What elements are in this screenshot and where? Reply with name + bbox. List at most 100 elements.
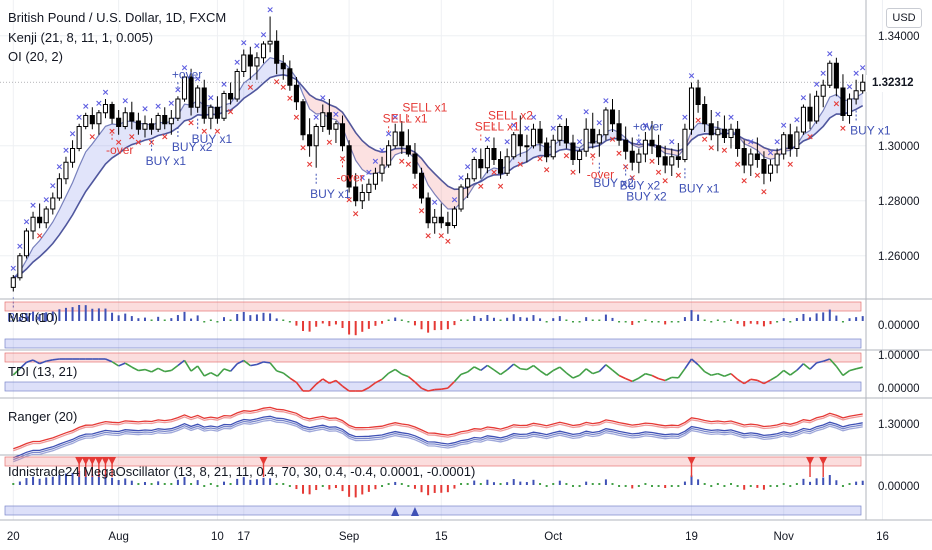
candle-body [392, 131, 398, 147]
trend-marker: × [576, 138, 584, 148]
candle: × [247, 46, 254, 93]
candle-body [688, 87, 695, 130]
tdi-line [822, 358, 831, 363]
tdi-line [394, 368, 403, 375]
tdi-line [546, 369, 554, 376]
candle: × [477, 148, 485, 192]
msi-bar [578, 321, 581, 323]
mega-bar [776, 485, 779, 487]
tdi-line [520, 367, 527, 371]
signal-label: SELL x1 [475, 120, 520, 134]
indicator-label: OI (20, 2) [8, 49, 63, 64]
trend-marker: × [121, 96, 129, 106]
candle-body [260, 43, 267, 59]
msi-bar [413, 321, 416, 326]
candle-body [445, 222, 451, 226]
mega-bar [407, 485, 410, 487]
mega-bar [84, 471, 87, 485]
trend-marker: × [747, 138, 755, 148]
trend-marker: × [286, 94, 294, 104]
mega-sell-arrow [81, 457, 90, 465]
time-tick-label: 15 [435, 531, 448, 543]
msi-bar [321, 321, 324, 324]
candle: × [760, 151, 768, 197]
mega-bar [506, 482, 509, 485]
tdi-line [711, 372, 719, 377]
trend-marker: × [319, 94, 327, 104]
msi-bar [440, 321, 443, 330]
msi-bar [762, 321, 765, 327]
candle-body [820, 84, 826, 97]
candle: × [56, 162, 63, 201]
msi-bar [815, 313, 818, 321]
msi-bar [157, 316, 160, 321]
msi-bar [598, 319, 601, 321]
trend-marker: × [444, 237, 452, 247]
candle: × [424, 192, 432, 241]
candle-body [517, 134, 523, 147]
currency-button[interactable]: USD [886, 8, 922, 28]
candle-body [498, 159, 504, 174]
candle-body [451, 208, 458, 226]
candle-body [129, 112, 135, 122]
trend-marker: × [411, 182, 419, 192]
trend-marker: × [227, 108, 235, 118]
time-tick-label: Aug [108, 531, 128, 543]
candle-body [300, 101, 306, 136]
tdi-line [315, 378, 324, 385]
tdi-line [480, 364, 488, 371]
trend-marker: × [721, 146, 729, 156]
tdi-line [513, 363, 521, 370]
mega-bar [190, 483, 193, 485]
tdi-line [263, 361, 271, 364]
mega-bar [394, 481, 397, 485]
msi-bar [262, 312, 265, 321]
mega-bar [723, 485, 726, 487]
mega-bar [677, 485, 680, 487]
candle-body [89, 115, 95, 125]
candle: × [332, 110, 340, 143]
candle: × [299, 99, 307, 153]
trend-marker: × [846, 83, 854, 93]
signal-label: BUY x2 [626, 190, 667, 204]
tdi-line [631, 377, 640, 383]
mega-bar [532, 479, 535, 485]
tdi-line [329, 379, 337, 384]
trend-marker: × [727, 113, 735, 123]
candle: × [161, 107, 169, 142]
tdi-line [144, 368, 152, 373]
candle: × [470, 146, 478, 182]
candle-body [702, 104, 708, 125]
mega-bar [710, 485, 713, 487]
price-tick-label: 1.30000 [878, 141, 920, 153]
tdi-line [368, 382, 376, 389]
candle: × [780, 121, 787, 160]
mega-bar [242, 477, 245, 485]
candle-body [544, 142, 550, 158]
candle-body [833, 62, 839, 89]
candle-body [181, 76, 188, 100]
mega-bar [828, 475, 831, 485]
mega-pane: Idnistrade24 MegaOscillator (13, 8, 21, … [4, 456, 920, 516]
candle-body [122, 112, 128, 127]
mega-bar [176, 479, 179, 485]
trend-marker: × [405, 160, 413, 170]
trend-marker: × [306, 160, 314, 170]
trend-marker: × [543, 165, 551, 175]
msi-bar [150, 319, 153, 321]
mega-bar [512, 479, 515, 485]
candle-body [326, 112, 332, 130]
candle: × [846, 83, 854, 124]
candle-body [484, 148, 490, 169]
tdi-line [276, 370, 284, 374]
candle: × [596, 118, 603, 157]
trend-marker: × [470, 146, 478, 156]
mega-bar [716, 483, 719, 485]
trend-marker: × [582, 107, 590, 117]
tdi-line [565, 372, 574, 379]
msi-bar [736, 321, 739, 324]
mega-bar [453, 485, 456, 489]
msi-bar [176, 315, 179, 321]
tdi-line [598, 364, 607, 372]
